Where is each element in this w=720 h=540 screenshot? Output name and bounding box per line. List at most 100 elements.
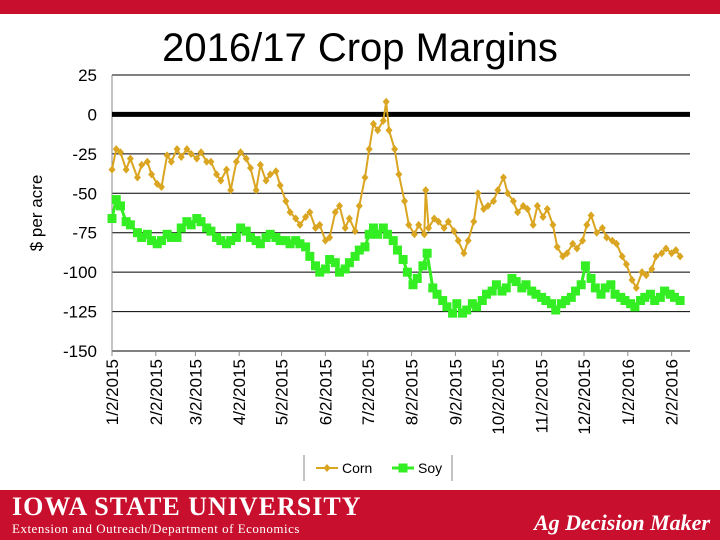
- corn-data-point: [237, 148, 245, 157]
- legend-soy-label: Soy: [418, 460, 442, 476]
- corn-data-point: [286, 208, 294, 217]
- y-tick-label: -125: [63, 303, 97, 322]
- corn-data-point: [282, 197, 290, 206]
- soy-data-point: [586, 273, 596, 283]
- soy-data-point: [392, 245, 402, 255]
- soy-data-point: [364, 229, 374, 239]
- corn-data-point: [529, 220, 537, 229]
- corn-data-point: [326, 233, 334, 242]
- soy-data-point: [241, 226, 251, 236]
- corn-data-point: [434, 217, 442, 226]
- soy-data-point: [580, 261, 590, 271]
- soy-data-point: [166, 232, 176, 242]
- soy-data-point: [487, 286, 497, 296]
- corn-data-point: [302, 212, 310, 221]
- legend-corn-marker: [323, 464, 331, 472]
- corn-data-point: [126, 154, 134, 163]
- soy-data-point: [402, 267, 412, 277]
- corn-data-point: [422, 186, 430, 195]
- soy-data-point: [645, 289, 655, 299]
- soy-data-point: [576, 280, 586, 290]
- soy-data-point: [340, 264, 350, 274]
- soy-data-point: [630, 302, 640, 312]
- soy-data-point: [596, 289, 606, 299]
- x-tick-label: 9/2/2015: [446, 359, 465, 425]
- corn-data-point: [252, 186, 260, 195]
- corn-data-point: [454, 236, 462, 245]
- corn-data-point: [587, 211, 595, 220]
- corn-data-point: [652, 252, 660, 261]
- corn-data-point: [494, 186, 502, 195]
- soy-data-point: [398, 255, 408, 265]
- soy-data-point: [368, 223, 378, 233]
- corn-data-point: [573, 244, 581, 253]
- corn-data-point: [276, 181, 284, 190]
- soy-data-point: [408, 280, 418, 290]
- soy-data-point: [521, 280, 531, 290]
- corn-data-point: [143, 157, 151, 166]
- corn-data-point: [306, 208, 314, 217]
- corn-data-point: [553, 242, 561, 251]
- university-logo-text: IOWA STATE UNIVERSITY: [12, 492, 362, 521]
- x-tick-label: 2/2/2016: [663, 359, 682, 425]
- corn-data-point: [410, 230, 418, 239]
- soy-data-point: [285, 239, 295, 249]
- soy-data-point: [655, 292, 665, 302]
- crop-margins-chart: 25 0 -25 -50 -75 -100 -125 -150 1/2/2015 2/2/2015…: [27, 66, 690, 481]
- soy-data-point: [305, 251, 315, 261]
- corn-data-point: [374, 126, 382, 135]
- footer-bar: IOWA STATE UNIVERSITY Extension and Outr…: [0, 490, 720, 540]
- corn-data-point: [336, 201, 344, 210]
- corn-data-point: [523, 205, 531, 214]
- soy-data-point: [245, 232, 255, 242]
- corn-data-point: [464, 236, 472, 245]
- soy-data-point: [147, 236, 157, 246]
- soy-data-point: [115, 201, 125, 211]
- corn-data-point: [187, 149, 195, 158]
- corn-data-point: [444, 217, 452, 226]
- soy-data-point: [472, 302, 482, 312]
- corn-data-point: [395, 170, 403, 179]
- corn-data-point: [579, 236, 587, 245]
- corn-data-point: [222, 165, 230, 174]
- y-tick-label: -150: [63, 342, 97, 361]
- x-tick-label: 10/2/2015: [489, 359, 508, 435]
- soy-data-point: [383, 229, 393, 239]
- corn-data-point: [177, 153, 185, 162]
- x-tick-label: 12/2/2015: [575, 359, 594, 435]
- corn-data-point: [108, 165, 116, 174]
- corn-data-point: [632, 283, 640, 292]
- chart-title: 2016/17 Crop Margins: [162, 26, 558, 70]
- soy-data-point: [660, 286, 670, 296]
- top-accent-bar: [0, 0, 720, 14]
- soy-data-point: [481, 289, 491, 299]
- corn-data-point: [227, 186, 235, 195]
- soy-data-point: [378, 223, 388, 233]
- soy-data-point: [275, 236, 285, 246]
- soy-data-point: [330, 258, 340, 268]
- corn-data-point: [662, 244, 670, 253]
- soy-data-point: [176, 223, 186, 233]
- corn-data-point: [385, 126, 393, 135]
- x-tick-label: 1/2/2015: [103, 359, 122, 425]
- corn-data-point: [569, 239, 577, 248]
- soy-data-point: [111, 195, 121, 205]
- y-tick-label: -75: [72, 224, 97, 243]
- soy-data-point: [547, 299, 557, 309]
- corn-data-point: [213, 170, 221, 179]
- y-tick-label: -25: [72, 145, 97, 164]
- corn-data-point: [361, 173, 369, 182]
- soy-data-point: [186, 220, 196, 230]
- soy-data-point: [511, 277, 521, 287]
- corn-data-point: [256, 160, 264, 169]
- y-tick-label: -50: [72, 184, 97, 203]
- soy-data-point: [255, 239, 265, 249]
- soy-data-point: [551, 305, 561, 315]
- y-axis-label: $ per acre: [27, 175, 46, 252]
- x-tick-label: 1/2/2016: [619, 359, 638, 425]
- corn-data-point: [583, 220, 591, 229]
- soy-data-point: [462, 305, 472, 315]
- corn-data-point: [603, 233, 611, 242]
- soy-data-point: [388, 236, 398, 246]
- corn-data-point: [296, 220, 304, 229]
